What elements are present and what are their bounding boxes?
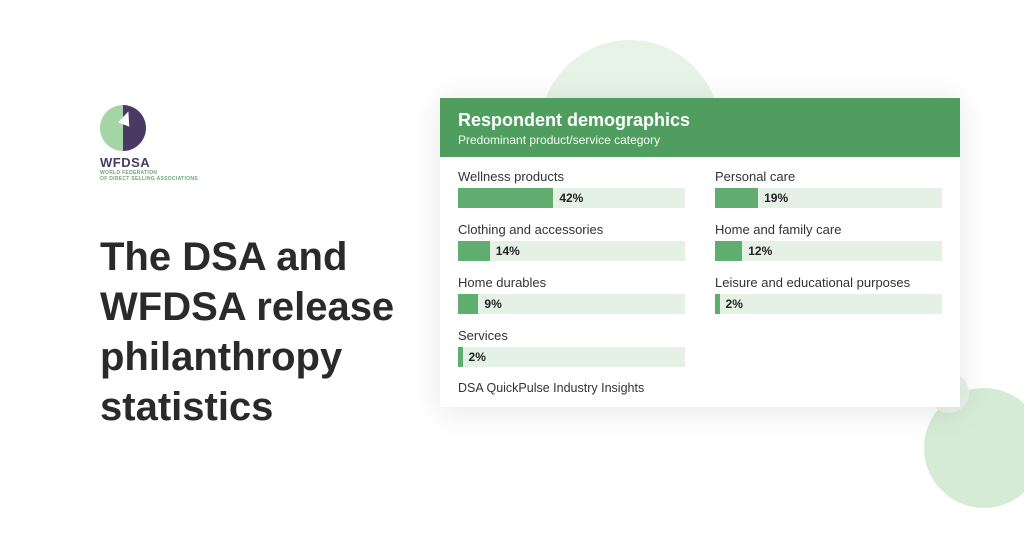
bar-track: 2% bbox=[715, 294, 942, 314]
demographics-card: Respondent demographics Predominant prod… bbox=[440, 98, 960, 407]
bar-label: Clothing and accessories bbox=[458, 222, 685, 237]
bar-track: 19% bbox=[715, 188, 942, 208]
page-title: The DSA and WFDSA release philanthropy s… bbox=[100, 232, 440, 432]
bar-value: 9% bbox=[484, 294, 501, 314]
bar-item: Personal care 19% bbox=[715, 169, 942, 208]
bar-value: 42% bbox=[559, 188, 583, 208]
bar-item: Wellness products 42% bbox=[458, 169, 685, 208]
bar-item: Leisure and educational purposes 2% bbox=[715, 275, 942, 314]
bar-fill bbox=[458, 188, 553, 208]
bars-grid: Wellness products 42% Personal care 19% Clot… bbox=[458, 169, 942, 367]
wfdsa-logo: WFDSA WORLD FEDERATION OF DIRECT SELLING… bbox=[100, 105, 440, 182]
bar-label: Personal care bbox=[715, 169, 942, 184]
bar-track: 12% bbox=[715, 241, 942, 261]
logo-line2: OF DIRECT SELLING ASSOCIATIONS bbox=[100, 176, 440, 182]
left-column: WFDSA WORLD FEDERATION OF DIRECT SELLING… bbox=[100, 105, 440, 432]
bar-value: 2% bbox=[726, 294, 743, 314]
logo-acronym: WFDSA bbox=[100, 155, 440, 170]
bar-label: Wellness products bbox=[458, 169, 685, 184]
card-body: Wellness products 42% Personal care 19% Clot… bbox=[440, 157, 960, 375]
bar-fill bbox=[458, 294, 478, 314]
bar-label: Home durables bbox=[458, 275, 685, 290]
bar-fill bbox=[458, 241, 490, 261]
bar-track: 9% bbox=[458, 294, 685, 314]
bar-track: 2% bbox=[458, 347, 685, 367]
bar-item: Home and family care 12% bbox=[715, 222, 942, 261]
card-title: Respondent demographics bbox=[458, 110, 942, 131]
bar-fill bbox=[715, 294, 720, 314]
bar-value: 14% bbox=[496, 241, 520, 261]
bar-label: Home and family care bbox=[715, 222, 942, 237]
bar-value: 19% bbox=[764, 188, 788, 208]
bar-track: 42% bbox=[458, 188, 685, 208]
card-header: Respondent demographics Predominant prod… bbox=[440, 98, 960, 157]
bar-fill bbox=[458, 347, 463, 367]
bar-item: Home durables 9% bbox=[458, 275, 685, 314]
bar-label: Leisure and educational purposes bbox=[715, 275, 942, 290]
bar-item: Services 2% bbox=[458, 328, 685, 367]
bar-item: Clothing and accessories 14% bbox=[458, 222, 685, 261]
bar-fill bbox=[715, 188, 758, 208]
bar-value: 2% bbox=[469, 347, 486, 367]
bar-fill bbox=[715, 241, 742, 261]
bar-track: 14% bbox=[458, 241, 685, 261]
card-footnote: DSA QuickPulse Industry Insights bbox=[440, 381, 960, 407]
globe-icon bbox=[100, 105, 146, 151]
bar-value: 12% bbox=[748, 241, 772, 261]
bar-label: Services bbox=[458, 328, 685, 343]
card-subtitle: Predominant product/service category bbox=[458, 133, 942, 147]
